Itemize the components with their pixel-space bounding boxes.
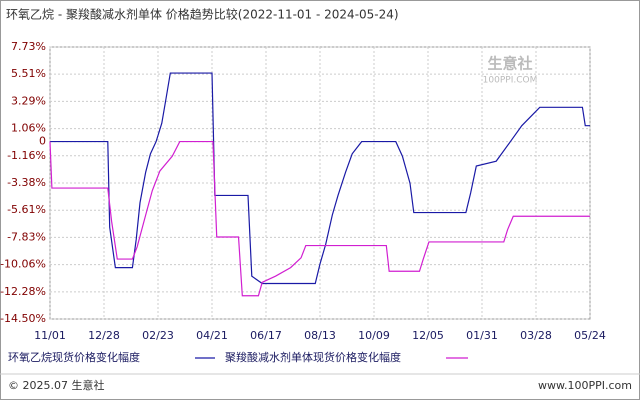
x-tick-label: 11/01 bbox=[34, 329, 66, 342]
y-tick-label: 1.06% bbox=[11, 122, 46, 135]
footer-left: © 2025.07 生意社 bbox=[8, 378, 104, 392]
x-tick-label: 12/05 bbox=[412, 329, 444, 342]
legend-label: 环氧乙烷现货价格变化幅度 bbox=[8, 350, 140, 364]
watermark-name: 生意社 bbox=[487, 55, 532, 73]
x-tick-label: 01/31 bbox=[466, 329, 498, 342]
series-line bbox=[49, 140, 590, 297]
y-tick-label: 0 bbox=[39, 135, 46, 148]
x-tick-label: 03/28 bbox=[520, 329, 552, 342]
legend-label: 聚羧酸减水剂单体现货价格变化幅度 bbox=[225, 350, 401, 364]
x-tick-label: 04/21 bbox=[196, 329, 228, 342]
x-tick-label: 08/13 bbox=[304, 329, 336, 342]
x-tick-label: 06/17 bbox=[250, 329, 282, 342]
x-tick-label: 10/09 bbox=[358, 329, 390, 342]
y-tick-label: 3.29% bbox=[11, 94, 46, 107]
x-tick-label: 12/28 bbox=[88, 329, 120, 342]
x-tick-label: 05/24 bbox=[574, 329, 606, 342]
series-line bbox=[50, 72, 590, 285]
watermark-url: 100PPI.COM bbox=[483, 76, 538, 86]
y-tick-label: 5.51% bbox=[11, 67, 46, 80]
y-tick-label: -5.61% bbox=[7, 203, 46, 216]
x-tick-label: 02/23 bbox=[142, 329, 174, 342]
y-tick-label: -3.38% bbox=[7, 176, 46, 189]
y-tick-label: 7.73% bbox=[11, 40, 46, 53]
footer-right: www.100PPI.com bbox=[538, 379, 632, 392]
y-tick-label: -10.06% bbox=[0, 258, 46, 271]
y-tick-label: -12.28% bbox=[0, 285, 46, 298]
y-tick-label: -7.83% bbox=[7, 230, 46, 243]
chart-title: 环氧乙烷 - 聚羧酸减水剂单体 价格趋势比较(2022-11-01 - 2024… bbox=[6, 7, 399, 22]
y-tick-label: -14.50% bbox=[0, 312, 46, 325]
y-tick-label: -1.16% bbox=[7, 149, 46, 162]
